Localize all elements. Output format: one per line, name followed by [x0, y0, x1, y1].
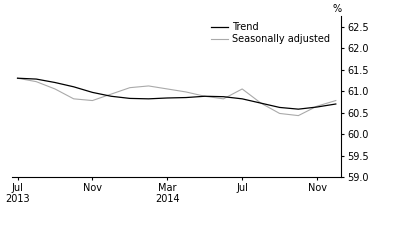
Trend [221, 95, 226, 98]
Seasonally adjusted [146, 85, 151, 87]
Trend [258, 102, 263, 104]
Trend [71, 85, 76, 88]
Trend [15, 77, 20, 80]
Seasonally adjusted [258, 102, 263, 104]
Seasonally adjusted [109, 93, 114, 96]
Trend [277, 106, 282, 109]
Seasonally adjusted [165, 88, 170, 90]
Trend [109, 95, 114, 98]
Trend [296, 108, 301, 111]
Seasonally adjusted [71, 97, 76, 100]
Seasonally adjusted [315, 105, 320, 108]
Trend [240, 97, 245, 100]
Legend: Trend, Seasonally adjusted: Trend, Seasonally adjusted [210, 22, 330, 44]
Trend [165, 97, 170, 99]
Seasonally adjusted [52, 88, 57, 90]
Seasonally adjusted [184, 91, 189, 93]
Trend [202, 95, 207, 98]
Seasonally adjusted [221, 97, 226, 100]
Line: Seasonally adjusted: Seasonally adjusted [17, 78, 336, 116]
Trend [34, 78, 39, 80]
Seasonally adjusted [333, 99, 338, 102]
Seasonally adjusted [240, 88, 245, 90]
Seasonally adjusted [90, 99, 95, 102]
Trend [127, 97, 132, 100]
Line: Trend: Trend [17, 78, 336, 109]
Trend [146, 97, 151, 100]
Seasonally adjusted [34, 80, 39, 83]
Trend [90, 91, 95, 94]
Seasonally adjusted [296, 114, 301, 117]
Text: %: % [332, 4, 341, 14]
Trend [184, 96, 189, 99]
Seasonally adjusted [127, 86, 132, 89]
Seasonally adjusted [15, 77, 20, 80]
Seasonally adjusted [277, 112, 282, 115]
Trend [315, 106, 320, 108]
Trend [333, 103, 338, 105]
Trend [52, 81, 57, 84]
Seasonally adjusted [202, 95, 207, 98]
